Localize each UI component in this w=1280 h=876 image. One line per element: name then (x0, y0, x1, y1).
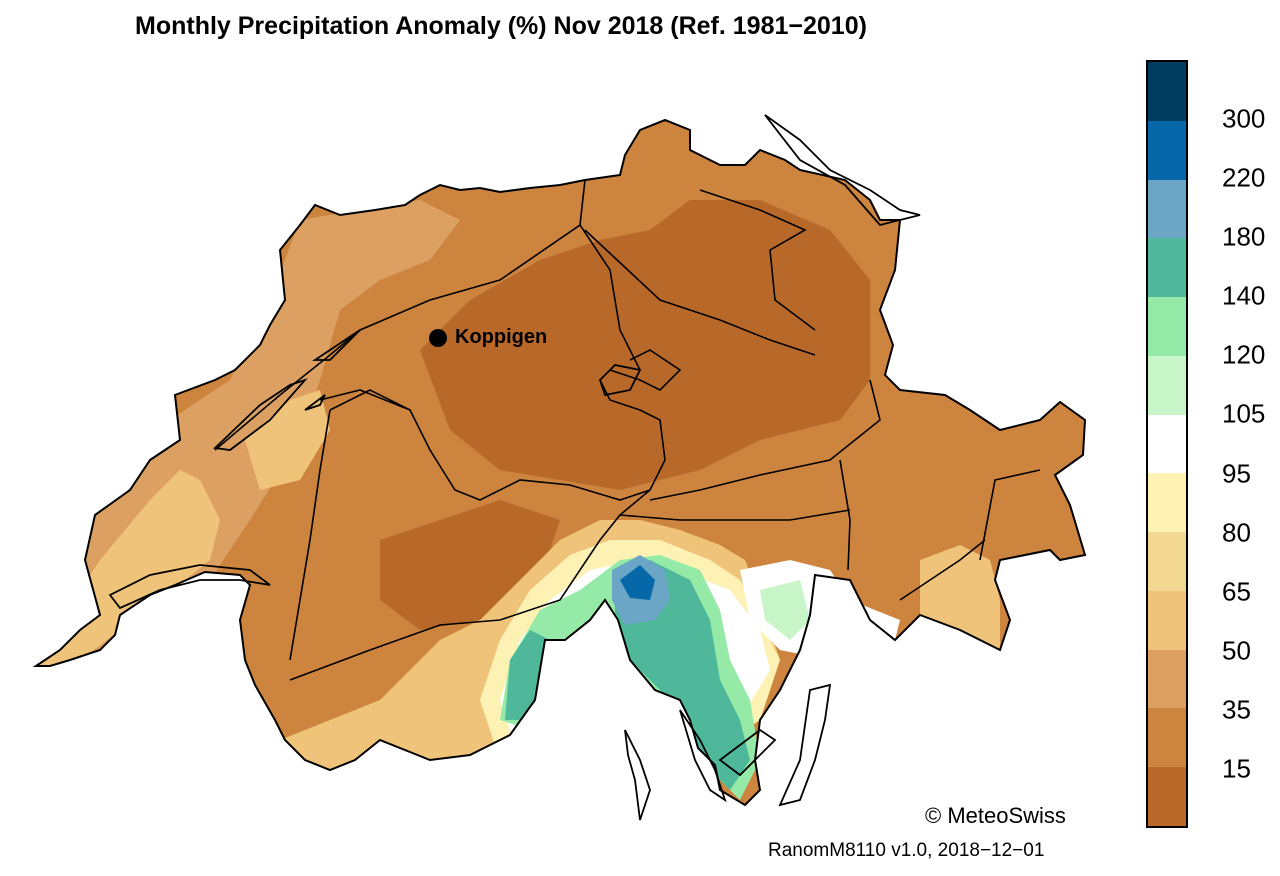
legend-label: 220 (1222, 162, 1266, 193)
zone-ticino-darkblue (620, 565, 655, 600)
city-label: Koppigen (455, 326, 548, 348)
legend-label: 140 (1222, 280, 1266, 311)
zone-valais-dark (380, 500, 560, 630)
legend-label: 35 (1222, 694, 1251, 725)
legend-bin (1148, 120, 1186, 180)
zone-engadin-sand (920, 545, 1000, 650)
zone-central-dark (420, 200, 870, 490)
legend-label: 105 (1222, 398, 1266, 429)
legend-label: 95 (1222, 458, 1251, 489)
legend-bin (1148, 473, 1186, 533)
legend-bin (1148, 767, 1186, 826)
legend-bin (1148, 414, 1186, 474)
legend-label: 65 (1222, 576, 1251, 607)
country-border (32, 118, 1087, 807)
legend-label: 50 (1222, 635, 1251, 666)
legend-label: 180 (1222, 221, 1266, 252)
legend-label: 120 (1222, 339, 1266, 370)
city-marker (429, 329, 447, 347)
region-borders (214, 179, 1041, 681)
zone-lake-neuchatel (245, 390, 330, 490)
version-text: RanomM8110 v1.0, 2018−12−01 (768, 840, 1045, 861)
color-legend (1146, 60, 1188, 828)
legend-label: 80 (1222, 517, 1251, 548)
legend-bin (1148, 649, 1186, 709)
map-outlines (32, 114, 1087, 821)
legend-bin (1148, 297, 1186, 356)
legend-bin (1148, 708, 1186, 768)
city-koppigen (429, 329, 447, 347)
legend-label: 15 (1222, 753, 1251, 784)
anomaly-field (36, 120, 1085, 805)
legend-bin (1148, 355, 1186, 415)
legend-bin (1148, 532, 1186, 591)
legend-bin (1148, 62, 1186, 121)
copyright-text: © MeteoSwiss (925, 803, 1066, 828)
legend-label: 300 (1222, 103, 1266, 134)
zone-east-green (760, 580, 810, 640)
map-title: Monthly Precipitation Anomaly (%) Nov 20… (135, 12, 867, 40)
lakes (108, 114, 921, 821)
legend-bin (1148, 590, 1186, 650)
legend-bin (1148, 238, 1186, 298)
legend-bin (1148, 179, 1186, 239)
